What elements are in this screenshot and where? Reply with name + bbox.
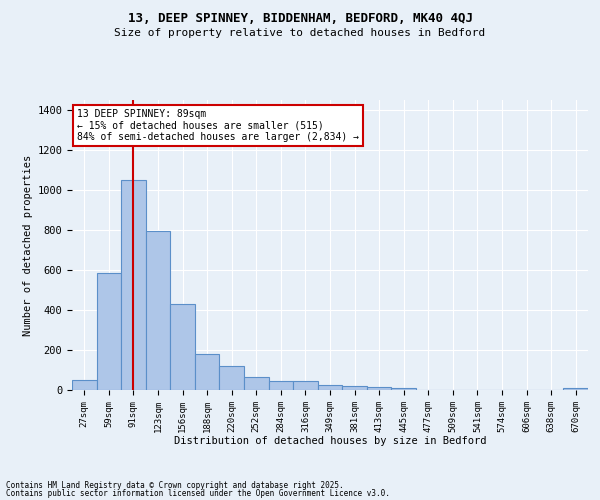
Text: 13, DEEP SPINNEY, BIDDENHAM, BEDFORD, MK40 4QJ: 13, DEEP SPINNEY, BIDDENHAM, BEDFORD, MK…: [128, 12, 473, 26]
Bar: [367, 387, 391, 390]
Bar: [293, 381, 318, 390]
Bar: [195, 354, 220, 390]
Text: 13 DEEP SPINNEY: 89sqm
← 15% of detached houses are smaller (515)
84% of semi-de: 13 DEEP SPINNEY: 89sqm ← 15% of detached…: [77, 108, 359, 142]
Bar: [563, 388, 588, 390]
Bar: [269, 381, 293, 390]
Text: Contains HM Land Registry data © Crown copyright and database right 2025.: Contains HM Land Registry data © Crown c…: [6, 480, 344, 490]
Y-axis label: Number of detached properties: Number of detached properties: [23, 154, 33, 336]
Bar: [391, 388, 416, 390]
Text: Contains public sector information licensed under the Open Government Licence v3: Contains public sector information licen…: [6, 489, 390, 498]
Bar: [342, 386, 367, 390]
Bar: [97, 273, 121, 390]
Bar: [318, 385, 342, 390]
X-axis label: Distribution of detached houses by size in Bedford: Distribution of detached houses by size …: [174, 436, 486, 446]
Bar: [121, 180, 146, 390]
Bar: [244, 377, 269, 390]
Bar: [220, 366, 244, 390]
Bar: [146, 231, 170, 390]
Text: Size of property relative to detached houses in Bedford: Size of property relative to detached ho…: [115, 28, 485, 38]
Bar: [170, 304, 195, 390]
Bar: [72, 380, 97, 390]
